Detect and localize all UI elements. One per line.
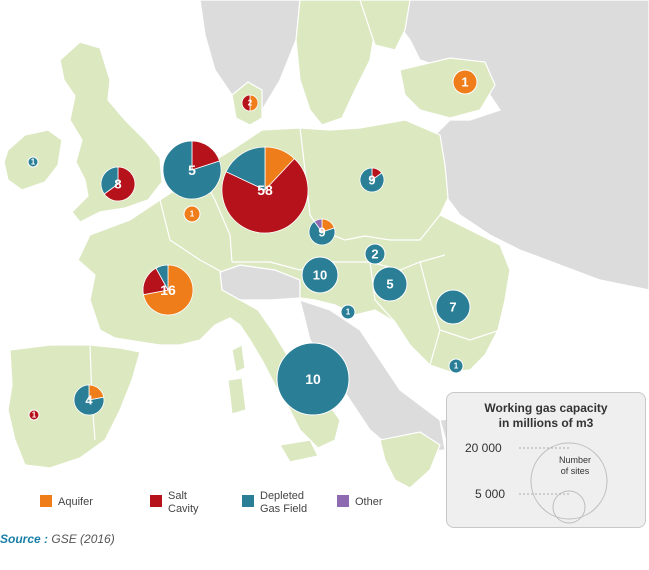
pie-slice-depleted	[359, 167, 385, 193]
pie-slice-depleted	[225, 146, 266, 191]
pie-slice-salt	[191, 140, 221, 171]
source-note: Source : GSE (2016)	[0, 532, 115, 546]
legend-title-line1: Working gas capacity	[484, 401, 608, 415]
pie-netherlands: 5	[162, 140, 222, 200]
pie-slovakia: 2	[364, 243, 386, 265]
pie-slice-depleted	[435, 289, 471, 325]
pie-spain: 4	[73, 384, 105, 416]
legend-number-of-sites: Number of sites	[545, 455, 605, 477]
legend-circle-small	[552, 490, 586, 524]
pie-croatia: 1	[340, 304, 356, 320]
pie-slice-depleted	[301, 256, 339, 294]
key-label-depleted-line2: Gas Field	[260, 503, 308, 515]
pie-label-austria: 10	[313, 268, 327, 283]
key-swatch-other	[337, 495, 349, 507]
legend-box: Working gas capacity in millions of m3 2…	[446, 392, 646, 528]
pie-slice-depleted	[372, 266, 408, 302]
pie-label-ireland: 1	[31, 158, 36, 167]
pie-slice-other	[313, 218, 323, 234]
pie-slice-salt	[28, 409, 40, 421]
legend-circle-large	[530, 442, 608, 520]
pie-label-romania: 7	[449, 300, 456, 315]
pie-bulgaria: 1	[448, 358, 464, 374]
pie-label-poland: 9	[368, 173, 375, 188]
pie-slice-depleted	[364, 243, 386, 265]
pie-slice-depleted	[100, 166, 119, 195]
key-label-salt-line2: Cavity	[168, 503, 199, 515]
pie-portugal: 1	[28, 409, 40, 421]
legend-title-line2: in millions of m3	[498, 416, 594, 430]
key-label-salt-line1: Salt	[168, 490, 187, 502]
pie-slice-aquifer	[183, 205, 201, 223]
key-label-depleted-line1: Depleted	[260, 490, 305, 502]
pie-poland: 9	[359, 167, 385, 193]
legend-title: Working gas capacity in millions of m3	[447, 401, 645, 431]
key-swatch-salt-cavity	[150, 495, 162, 507]
pie-slice-depleted	[276, 342, 350, 416]
storage-pies: 1 8 5 58 2 1 9 1 9 2 10 5 7 1 1 16 10 4 1	[27, 69, 478, 421]
pie-slice-salt	[221, 158, 309, 234]
legend-graphic	[519, 442, 608, 524]
pie-label-belgium: 1	[190, 210, 195, 219]
pie-slice-depleted	[340, 304, 356, 320]
pie-slice-aquifer	[249, 94, 259, 112]
legend-sites-line1: Number	[558, 455, 591, 465]
pie-label-hungary: 5	[386, 277, 393, 292]
pie-ireland: 1	[27, 156, 39, 168]
pie-label-netherlands: 5	[188, 162, 196, 178]
pie-label-united-kingdom: 8	[114, 177, 121, 192]
pie-germany: 58	[221, 146, 309, 234]
pie-slice-depleted	[27, 156, 39, 168]
key-label-aquifer-line1: Aquifer	[58, 496, 93, 508]
source-text: GSE (2016)	[51, 532, 115, 546]
pie-label-czech-republic: 9	[318, 225, 325, 240]
legend-value-large: 20 000	[465, 441, 502, 455]
pie-label-slovakia: 2	[371, 247, 378, 262]
pie-slice-depleted	[162, 140, 222, 200]
pie-slice-salt	[103, 166, 136, 202]
pie-label-denmark: 2	[248, 99, 253, 108]
pie-label-spain: 4	[85, 393, 93, 408]
pie-label-germany: 58	[257, 182, 273, 198]
key-label-salt-cavity: Salt Cavity	[168, 490, 199, 516]
pie-slice-aquifer	[452, 69, 478, 95]
pie-label-italy: 10	[305, 371, 321, 387]
legend-sites-line2: of sites	[560, 466, 590, 476]
key-label-other-line1: Other	[355, 496, 383, 508]
pie-united-kingdom: 8	[100, 166, 136, 202]
key-label-aquifer: Aquifer	[58, 490, 93, 509]
legend-value-small: 5 000	[475, 487, 506, 501]
pie-slice-depleted	[308, 220, 336, 246]
pie-slice-depleted	[448, 358, 464, 374]
pie-romania: 7	[435, 289, 471, 325]
pie-slice-depleted	[155, 264, 169, 291]
pie-belgium: 1	[183, 205, 201, 223]
pie-label-croatia: 1	[346, 308, 351, 317]
pie-austria: 10	[301, 256, 339, 294]
pie-label-latvia: 1	[461, 75, 468, 90]
pie-czech-republic: 9	[308, 218, 336, 246]
pie-label-france: 16	[160, 282, 176, 298]
key-label-depleted-gas-field: Depleted Gas Field	[260, 490, 307, 516]
pie-italy: 10	[276, 342, 350, 416]
key-label-other: Other	[355, 490, 383, 509]
pie-latvia: 1	[452, 69, 478, 95]
pie-france: 16	[142, 264, 194, 316]
eu-land	[3, 0, 511, 489]
pie-hungary: 5	[372, 266, 408, 302]
source-label: Source :	[0, 532, 49, 546]
pie-label-portugal: 1	[32, 411, 37, 420]
key-swatch-depleted-gas-field	[242, 495, 254, 507]
pie-slice-salt	[241, 94, 251, 112]
key-swatch-aquifer	[40, 495, 52, 507]
pie-denmark: 2	[241, 94, 259, 112]
pie-label-bulgaria: 1	[454, 362, 459, 371]
pie-slice-depleted	[73, 384, 105, 416]
